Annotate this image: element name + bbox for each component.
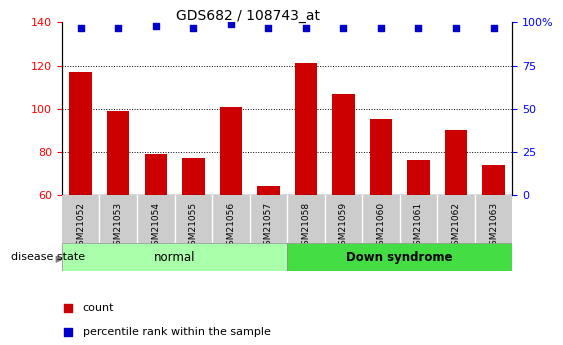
Text: Down syndrome: Down syndrome bbox=[346, 250, 453, 264]
Point bbox=[189, 25, 198, 30]
Point bbox=[452, 25, 461, 30]
Bar bbox=[294, 63, 317, 195]
Point bbox=[301, 25, 310, 30]
Text: GSM21062: GSM21062 bbox=[452, 202, 461, 251]
FancyBboxPatch shape bbox=[287, 243, 512, 271]
Point bbox=[377, 25, 386, 30]
Point bbox=[76, 25, 85, 30]
Text: GSM21059: GSM21059 bbox=[339, 202, 348, 251]
Bar bbox=[332, 93, 355, 195]
Text: GDS682 / 108743_at: GDS682 / 108743_at bbox=[176, 9, 320, 23]
Bar bbox=[107, 111, 129, 195]
Point bbox=[339, 25, 348, 30]
Point bbox=[226, 21, 235, 27]
Bar bbox=[445, 130, 467, 195]
Point bbox=[64, 305, 73, 310]
Point bbox=[64, 329, 73, 335]
Text: GSM21063: GSM21063 bbox=[489, 202, 498, 251]
Text: GSM21058: GSM21058 bbox=[301, 202, 310, 251]
Bar bbox=[482, 165, 505, 195]
Text: GSM21061: GSM21061 bbox=[414, 202, 423, 251]
Bar bbox=[182, 158, 204, 195]
Point bbox=[151, 23, 160, 29]
Bar bbox=[407, 160, 430, 195]
Point bbox=[489, 25, 498, 30]
Text: disease state: disease state bbox=[11, 252, 86, 262]
Bar bbox=[220, 107, 242, 195]
Text: GSM21052: GSM21052 bbox=[76, 202, 85, 251]
Text: count: count bbox=[83, 303, 114, 313]
Bar bbox=[257, 186, 280, 195]
Text: normal: normal bbox=[154, 250, 195, 264]
Text: percentile rank within the sample: percentile rank within the sample bbox=[83, 327, 270, 337]
Text: GSM21053: GSM21053 bbox=[114, 202, 123, 251]
Bar bbox=[370, 119, 392, 195]
Bar bbox=[145, 154, 167, 195]
Text: GSM21060: GSM21060 bbox=[377, 202, 386, 251]
FancyBboxPatch shape bbox=[62, 243, 287, 271]
Text: GSM21054: GSM21054 bbox=[151, 202, 160, 251]
Text: GSM21056: GSM21056 bbox=[226, 202, 235, 251]
Bar bbox=[69, 72, 92, 195]
Text: GSM21055: GSM21055 bbox=[189, 202, 198, 251]
Text: GSM21057: GSM21057 bbox=[264, 202, 273, 251]
Point bbox=[114, 25, 123, 30]
Point bbox=[414, 25, 423, 30]
Point bbox=[264, 25, 273, 30]
